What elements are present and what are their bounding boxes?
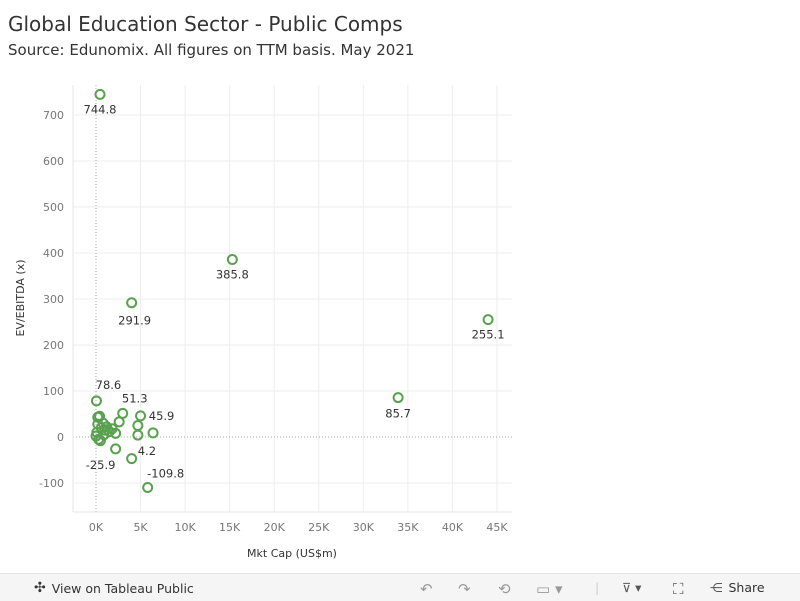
data-point (226, 254, 238, 266)
x-tick-label: 40K (442, 521, 464, 534)
y-tick-label: 100 (43, 385, 64, 398)
y-tick-label: 600 (43, 155, 64, 168)
tableau-toolbar: ✣ View on Tableau Public ↶ ↷ ⟲ ▭ ▾ | ⊽ ▾ … (0, 573, 800, 601)
fullscreen-icon[interactable]: ⛶ (673, 580, 684, 598)
divider: | (595, 580, 600, 595)
data-label: 744.8 (84, 102, 117, 116)
data-point (113, 416, 125, 428)
x-tick-label: 0K (89, 521, 104, 534)
view-on-tableau-link[interactable]: ✣ View on Tableau Public (34, 580, 194, 596)
data-label: -109.8 (147, 467, 184, 481)
redo-icon[interactable]: ↷ (458, 580, 471, 598)
y-tick-label: 500 (43, 201, 64, 214)
data-point (135, 410, 147, 422)
x-axis-label: Mkt Cap (US$m) (247, 547, 337, 560)
data-label: 85.7 (385, 407, 411, 421)
data-label: -25.9 (86, 458, 116, 472)
data-point (110, 443, 122, 455)
data-point (392, 392, 404, 404)
refresh-icon[interactable]: ▭ ▾ (536, 580, 563, 598)
y-tick-label: -100 (39, 477, 64, 490)
scatter-chart: 0K 5K 10K 15K 20K 25K 30K 35K 40K 45K -100 0 100 200 3… (14, 85, 512, 560)
data-point (90, 395, 102, 407)
undo-icon[interactable]: ↶ (420, 580, 433, 598)
share-label: Share (728, 580, 765, 595)
view-on-tableau-label: View on Tableau Public (51, 580, 194, 596)
x-tick-label: 20K (264, 521, 286, 534)
x-tick-label: 25K (308, 521, 330, 534)
data-label: 291.9 (118, 314, 151, 328)
x-tick-label: 5K (133, 521, 148, 534)
chart-subtitle: Source: Edunomix. All figures on TTM bas… (8, 41, 415, 59)
data-label: 45.9 (149, 409, 175, 423)
data-point (142, 482, 154, 494)
data-label: 255.1 (472, 328, 505, 342)
data-label: 51.3 (122, 391, 148, 405)
chart-title: Global Education Sector - Public Comps (8, 12, 403, 36)
y-tick-label: 200 (43, 339, 64, 352)
y-tick-label: 400 (43, 247, 64, 260)
x-tick-label: 35K (397, 521, 419, 534)
data-point (482, 314, 494, 326)
data-point (103, 425, 115, 437)
data-label: 78.6 (96, 378, 122, 392)
x-tick-label: 45K (486, 521, 508, 534)
data-point (92, 418, 104, 430)
y-tick-label: 300 (43, 293, 64, 306)
x-tick-label: 30K (353, 521, 375, 534)
data-point (126, 453, 138, 465)
data-point (106, 423, 118, 435)
x-tick-label: 10K (175, 521, 197, 534)
x-tick-label: 15K (219, 521, 241, 534)
y-axis-label: EV/EBITDA (x) (14, 259, 27, 336)
y-tick-label: 0 (57, 431, 64, 444)
download-icon[interactable]: ⊽ ▾ (622, 580, 642, 595)
share-icon: ⋲ (710, 580, 723, 595)
data-label: 385.8 (216, 268, 249, 282)
share-button[interactable]: ⋲ Share (710, 580, 765, 595)
data-label: 4.2 (138, 444, 156, 458)
y-tick-label: 700 (43, 109, 64, 122)
data-point (147, 427, 159, 439)
data-point (126, 297, 138, 309)
data-point (94, 88, 106, 100)
data-point (132, 420, 144, 431)
tableau-logo-icon: ✣ (34, 580, 46, 596)
revert-icon[interactable]: ⟲ (498, 580, 511, 598)
